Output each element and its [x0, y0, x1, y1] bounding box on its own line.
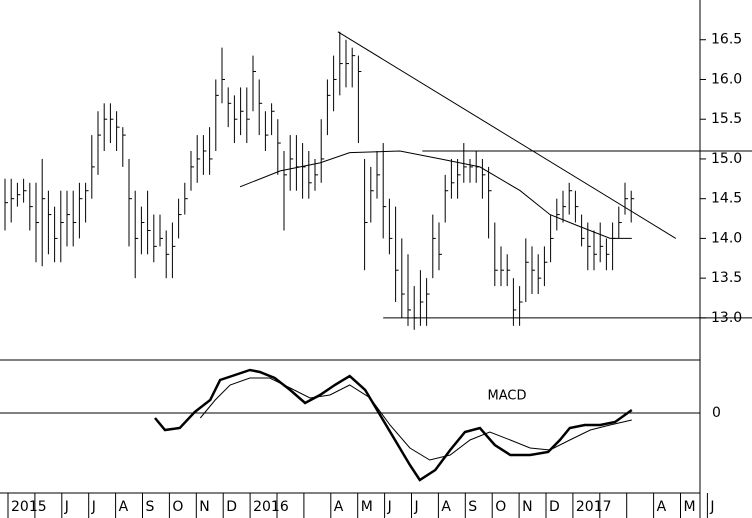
macd-line [154, 368, 633, 482]
x-tick-label: N [199, 499, 209, 515]
y-tick-label: 14.0 [711, 230, 742, 246]
x-tick-label: J [64, 499, 69, 515]
macd-line [199, 377, 632, 461]
x-tick-label: J [414, 499, 419, 515]
x-tick-label: J [709, 499, 714, 515]
macd-label: MACD [488, 389, 527, 404]
x-tick-label: O [495, 499, 506, 515]
x-tick-label: N [522, 499, 532, 515]
x-tick-label: A [441, 499, 451, 515]
x-tick-label: S [468, 499, 477, 515]
x-tick-label: M [361, 499, 373, 515]
x-tick-label: D [226, 499, 237, 515]
x-tick-label: J [387, 499, 392, 515]
x-tick-label: A [334, 499, 344, 515]
y-tick-label: 13.5 [711, 270, 742, 286]
y-tick-label: 0 [712, 405, 721, 421]
x-tick-label: A [657, 499, 667, 515]
x-tick-label: 2017 [576, 499, 612, 515]
y-tick-label: 16.5 [711, 32, 742, 48]
y-tick-label: 15.5 [711, 111, 742, 127]
x-tick-label: S [146, 499, 155, 515]
y-tick-label: 16.0 [711, 71, 742, 87]
x-tick-label: D [549, 499, 560, 515]
x-tick-label: 2015 [11, 499, 47, 515]
trend-line [337, 31, 677, 239]
x-tick-label: 2016 [253, 499, 289, 515]
x-tick-label: A [119, 499, 129, 515]
x-tick-label: M [684, 499, 696, 515]
x-tick-label: O [172, 499, 183, 515]
y-tick-label: 14.5 [711, 191, 742, 207]
y-tick-label: 15.0 [711, 151, 742, 167]
moving-average [239, 150, 632, 239]
x-tick-label: J [91, 499, 96, 515]
